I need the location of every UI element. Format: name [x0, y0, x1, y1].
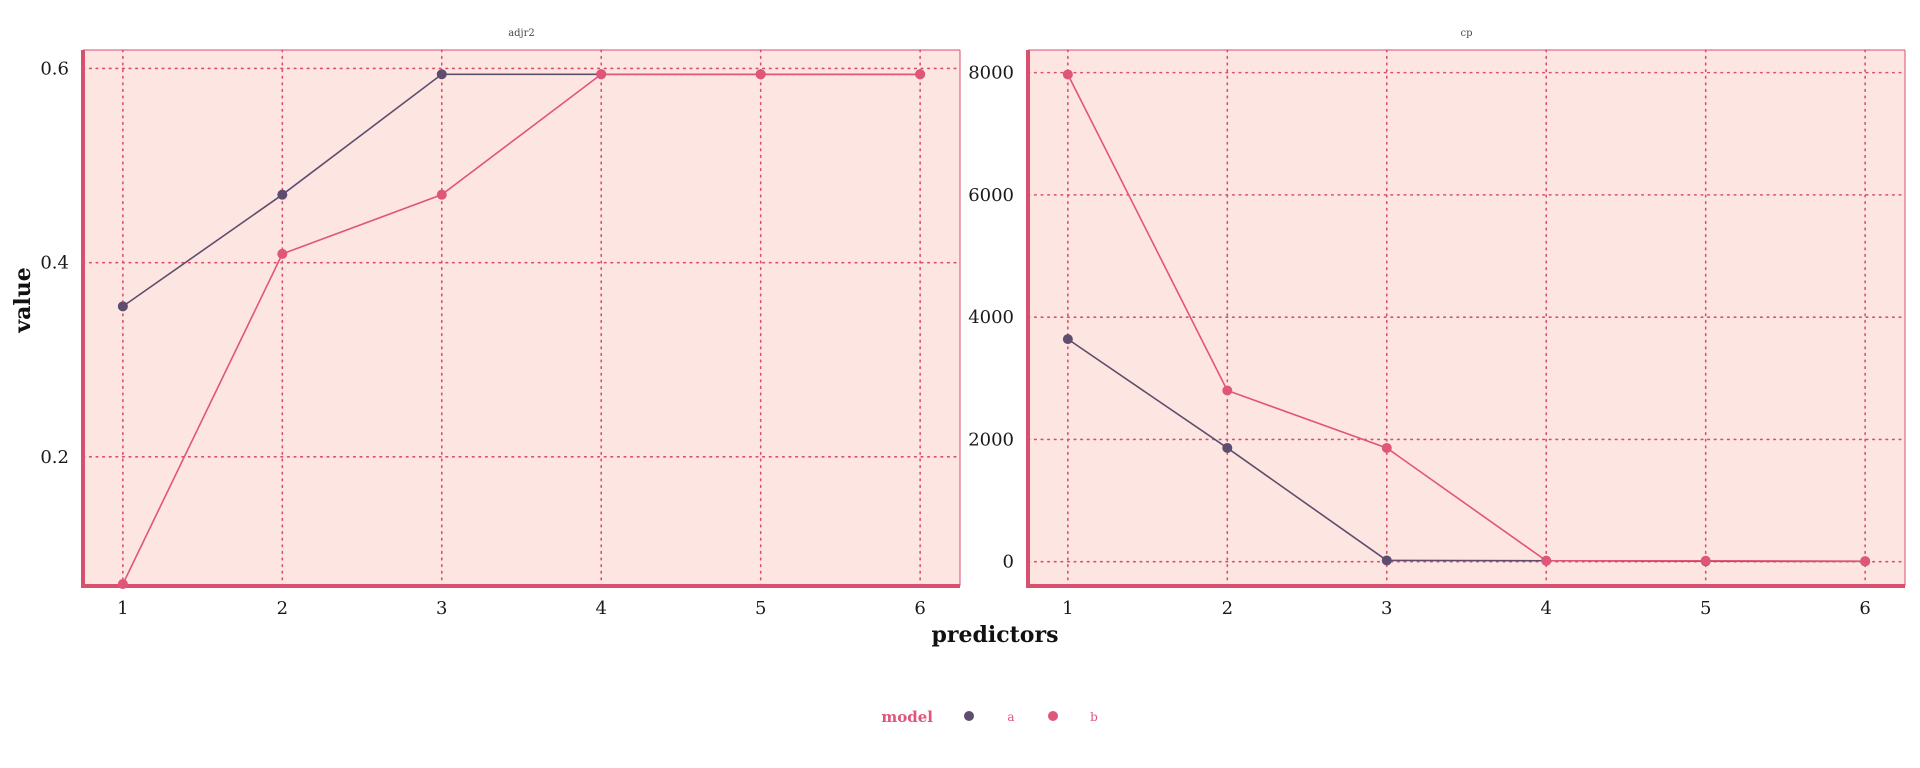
- y-tick-label: 0.2: [40, 447, 69, 468]
- series-line-b: [1067, 74, 1866, 562]
- point-b: [1062, 69, 1073, 80]
- x-tick-label: 6: [914, 598, 925, 619]
- point-b: [755, 69, 766, 80]
- legend-label-b: b: [1090, 710, 1098, 724]
- point-a: [1381, 555, 1392, 566]
- y-tick-label: 2000: [968, 429, 1014, 450]
- legend-key-a: [964, 711, 974, 721]
- x-tick-label: 5: [1700, 598, 1711, 619]
- point-a: [1222, 442, 1233, 453]
- point-b: [915, 69, 926, 80]
- point-b: [1860, 556, 1871, 567]
- x-axis-title: predictors: [932, 622, 1059, 648]
- x-tick-label: 1: [117, 598, 128, 619]
- x-tick-label: 4: [596, 598, 607, 619]
- point-a: [1062, 334, 1073, 345]
- point-b: [1541, 555, 1552, 566]
- x-tick-label: 2: [1222, 598, 1233, 619]
- x-tick-label: 5: [755, 598, 766, 619]
- legend-key-b: [1048, 711, 1058, 721]
- panel-adjr2: adjr2 0.2 0.4 0.6 1 2 3 4 5 6: [40, 28, 961, 619]
- x-tick-label: 6: [1859, 598, 1870, 619]
- panel-cp: cp 0 2000 4000 6000 8000 1 2 3 4 5 6: [968, 28, 1906, 619]
- panel-title: cp: [1460, 28, 1472, 39]
- panels: adjr2 0.2 0.4 0.6 1 2 3 4 5 6 cp 0 2000 4000 6000 8000 1…: [40, 28, 1906, 619]
- x-tick-label: 3: [1381, 598, 1392, 619]
- panel-background: [83, 50, 960, 586]
- point-b: [1381, 442, 1392, 453]
- point-a: [117, 301, 128, 312]
- panel-background: [1028, 50, 1905, 586]
- point-b: [596, 69, 607, 80]
- point-b: [1700, 555, 1711, 566]
- legend: model a b: [881, 708, 1098, 726]
- x-tick-label: 1: [1062, 598, 1073, 619]
- point-a: [277, 189, 288, 200]
- y-tick-label: 8000: [968, 63, 1014, 84]
- y-axis-title: value: [10, 267, 36, 333]
- x-tick-label: 2: [277, 598, 288, 619]
- y-tick-label: 4000: [968, 307, 1014, 328]
- series-line-b: [122, 73, 921, 585]
- legend-label-a: a: [1007, 710, 1014, 724]
- point-b: [436, 189, 447, 200]
- y-tick-label: 6000: [968, 185, 1014, 206]
- point-a: [436, 69, 447, 80]
- x-tick-label: 3: [436, 598, 447, 619]
- point-b: [1222, 385, 1233, 396]
- y-tick-label: 0.6: [40, 58, 69, 79]
- x-tick-label: 4: [1541, 598, 1552, 619]
- panel-title: adjr2: [508, 28, 535, 39]
- y-tick-label: 0: [1003, 552, 1014, 573]
- point-b: [117, 579, 128, 590]
- y-tick-label: 0.4: [40, 253, 69, 274]
- legend-title: model: [881, 708, 933, 726]
- point-b: [277, 248, 288, 259]
